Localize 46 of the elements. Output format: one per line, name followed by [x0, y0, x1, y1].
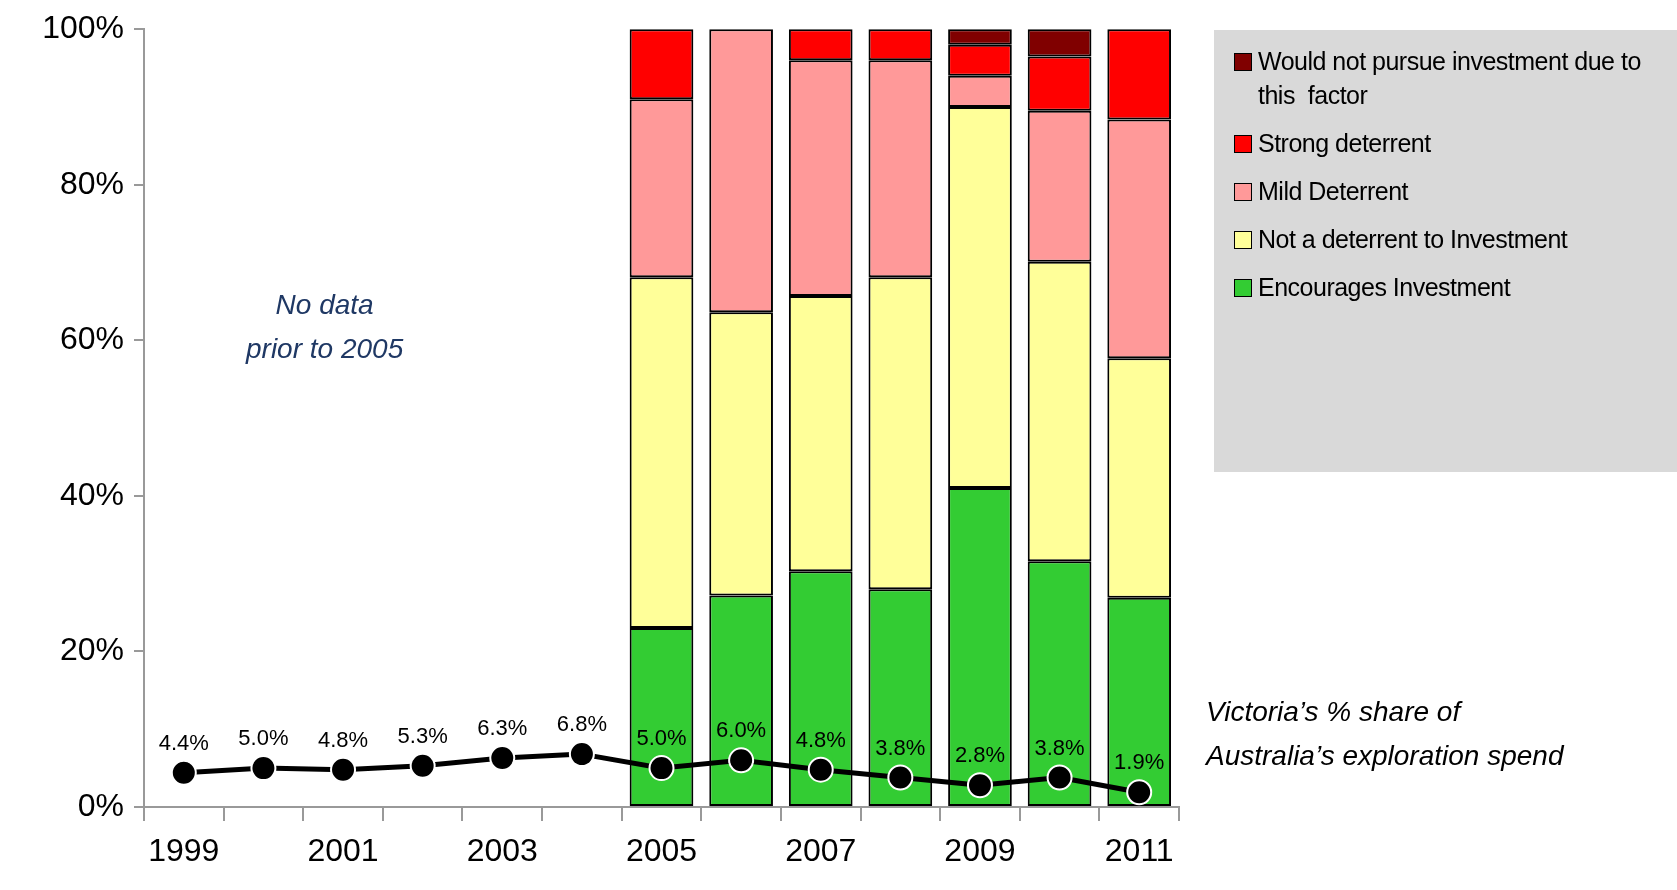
x-tick-label: 2011 [1104, 832, 1174, 869]
point [330, 756, 357, 783]
x-tick-label: 2007 [785, 832, 857, 869]
point [807, 756, 834, 783]
y-tick-label: 20% [59, 631, 124, 668]
data-label: 6.0% [716, 717, 767, 743]
y-tick-label: 0% [77, 786, 124, 823]
y-tick-label: 40% [59, 475, 124, 512]
point [966, 772, 993, 799]
legend-label: Not a deterrent to Investment [1258, 224, 1568, 255]
y-tick-label: 80% [59, 164, 124, 201]
point [1046, 764, 1073, 791]
point [170, 759, 197, 786]
y-tick-label: 100% [42, 9, 124, 46]
data-label: 1.9% [1114, 749, 1165, 775]
data-label: 5.0% [636, 725, 687, 751]
x-tick-label: 2001 [307, 832, 379, 869]
legend-label: Encourages Investment [1258, 272, 1511, 303]
point [648, 755, 675, 782]
text: Victoria’s % share of Australia’s exploration spend [1206, 695, 1564, 773]
point [489, 745, 516, 771]
legend-label: Strong deterrent [1258, 128, 1431, 159]
data-label: 4.8% [795, 726, 846, 752]
data-label: 3.8% [875, 734, 926, 760]
data-label: 4.4% [158, 729, 209, 755]
point [568, 741, 595, 768]
x-tick-label: 2009 [944, 832, 1016, 869]
point [728, 747, 755, 774]
data-label: 6.8% [556, 711, 607, 737]
data-label: 5.3% [397, 722, 448, 748]
data-label: 6.3% [477, 715, 528, 741]
point [887, 764, 914, 791]
y-tick-label: 60% [59, 320, 124, 357]
legend-label: Mild Deterrent [1258, 176, 1408, 207]
point [250, 755, 277, 782]
data-label: 4.8% [317, 726, 369, 752]
x-tick-label: 2005 [625, 832, 698, 869]
x-tick-label: 1999 [148, 832, 220, 869]
data-label: 3.8% [1034, 734, 1085, 760]
point [409, 752, 436, 779]
legend-label: Would not pursue investment due to this factor [1258, 46, 1642, 111]
data-label: 2.8% [954, 742, 1006, 768]
x-tick-label: 2003 [466, 832, 538, 869]
data-label: 5.0% [238, 725, 289, 751]
point [1126, 779, 1153, 806]
annotation: No data prior to 2005 [246, 288, 404, 366]
